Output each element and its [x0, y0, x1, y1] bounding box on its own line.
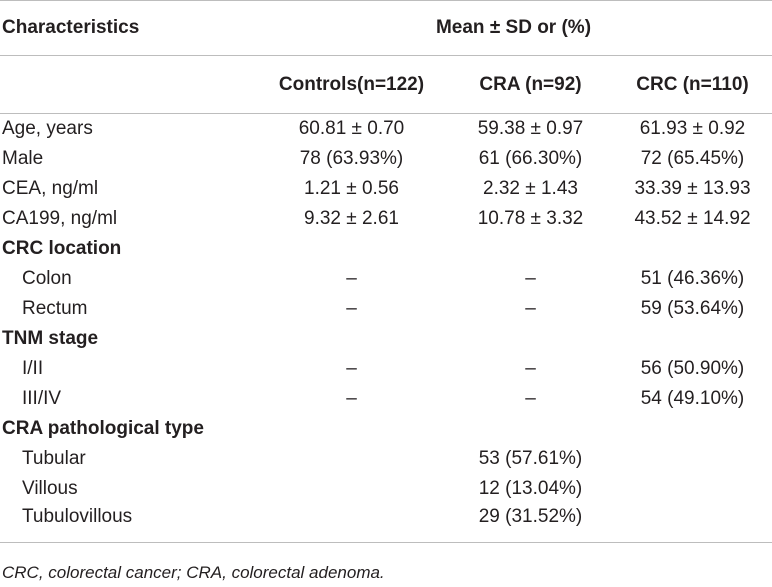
cell-controls — [255, 234, 448, 264]
cell-crc — [613, 324, 772, 354]
section-row: TNM stage — [0, 324, 772, 354]
table-row: CA199, ng/ml 9.32 ± 2.61 10.78 ± 3.32 43… — [0, 204, 772, 234]
cell-crc — [613, 504, 772, 543]
cell-crc: 43.52 ± 14.92 — [634, 208, 751, 229]
header-span-title: Mean ± SD or (%) — [255, 0, 772, 56]
cell-controls: 60.81 ± 0.70 — [298, 118, 405, 139]
cell-crc: 59 (53.64%) — [640, 298, 745, 319]
cell-crc: 54 (49.10%) — [640, 388, 745, 409]
table-row: Rectum – – 59 (53.64%) — [0, 294, 772, 324]
header-crc: CRC (n=110) — [613, 55, 772, 114]
cell-crc: 56 (50.90%) — [640, 358, 745, 379]
cell-cra — [448, 234, 613, 264]
cell-controls: – — [346, 388, 357, 409]
cell-crc: 61.93 ± 0.92 — [639, 118, 746, 139]
row-label: Villous — [22, 478, 78, 499]
cell-controls — [255, 504, 448, 543]
header-cra: CRA (n=92) — [448, 55, 613, 114]
table-row: Colon – – 51 (46.36%) — [0, 264, 772, 294]
header-empty — [0, 55, 255, 114]
section-label: TNM stage — [2, 328, 99, 349]
row-label: Tubular — [22, 448, 86, 469]
row-label: CEA, ng/ml — [2, 178, 99, 199]
header-controls: Controls(n=122) — [255, 55, 448, 114]
cell-crc — [613, 474, 772, 504]
cell-controls — [255, 444, 448, 474]
row-label: Age, years — [2, 118, 93, 139]
cell-cra: 59.38 ± 0.97 — [477, 118, 584, 139]
cell-cra — [448, 414, 613, 444]
cell-controls: – — [346, 298, 357, 319]
row-label: CA199, ng/ml — [2, 208, 118, 229]
cell-cra: – — [525, 388, 536, 409]
cell-controls: 9.32 ± 2.61 — [304, 208, 399, 229]
cell-cra: 10.78 ± 3.32 — [477, 208, 584, 229]
row-label: Tubulovillous — [0, 504, 255, 543]
cell-cra: 61 (66.30%) — [478, 148, 583, 169]
table-row: Tubulovillous 29 (31.52%) — [0, 504, 772, 543]
row-label: Rectum — [22, 298, 88, 319]
cell-crc — [613, 444, 772, 474]
cell-controls: – — [346, 358, 357, 379]
cell-crc: 51 (46.36%) — [640, 268, 745, 289]
cell-controls — [255, 324, 448, 354]
header-characteristics: Characteristics — [0, 0, 255, 56]
row-label: I/II — [22, 358, 44, 379]
cell-crc: 72 (65.45%) — [640, 148, 745, 169]
table-row: III/IV – – 54 (49.10%) — [0, 384, 772, 414]
cell-cra — [448, 324, 613, 354]
table-row: CEA, ng/ml 1.21 ± 0.56 2.32 ± 1.43 33.39… — [0, 174, 772, 204]
table-row: I/II – – 56 (50.90%) — [0, 354, 772, 384]
table-footnote: CRC, colorectal cancer; CRA, colorectal … — [2, 563, 385, 582]
section-row: CRA pathological type — [0, 414, 772, 444]
cell-controls — [255, 414, 448, 444]
row-label: Male — [2, 148, 44, 169]
section-label: CRC location — [2, 238, 122, 259]
cell-cra: – — [525, 358, 536, 379]
section-label: CRA pathological type — [2, 418, 204, 439]
cell-crc — [613, 414, 772, 444]
cell-crc: 33.39 ± 13.93 — [634, 178, 751, 199]
cell-controls: 78 (63.93%) — [299, 148, 404, 169]
cell-cra: 29 (31.52%) — [448, 504, 613, 543]
cell-cra: 53 (57.61%) — [478, 448, 583, 469]
table-row: Tubular 53 (57.61%) — [0, 444, 772, 474]
table-row: Villous 12 (13.04%) — [0, 474, 772, 504]
cell-cra: – — [525, 268, 536, 289]
header-row-2: Controls(n=122) CRA (n=92) CRC (n=110) — [0, 55, 772, 114]
cell-controls: 1.21 ± 0.56 — [304, 178, 399, 199]
cell-controls — [255, 474, 448, 504]
table-row: Age, years 60.81 ± 0.70 59.38 ± 0.97 61.… — [0, 114, 772, 145]
header-row-1: Characteristics Mean ± SD or (%) — [0, 0, 772, 56]
cell-cra: 12 (13.04%) — [478, 478, 583, 499]
cell-cra: 2.32 ± 1.43 — [483, 178, 578, 199]
cell-controls: – — [346, 268, 357, 289]
row-label: III/IV — [22, 388, 62, 409]
cell-cra: – — [525, 298, 536, 319]
row-label: Colon — [22, 268, 72, 289]
characteristics-table: Characteristics Mean ± SD or (%) Control… — [0, 0, 772, 543]
cell-crc — [613, 234, 772, 264]
table-row: Male 78 (63.93%) 61 (66.30%) 72 (65.45%) — [0, 144, 772, 174]
section-row: CRC location — [0, 234, 772, 264]
